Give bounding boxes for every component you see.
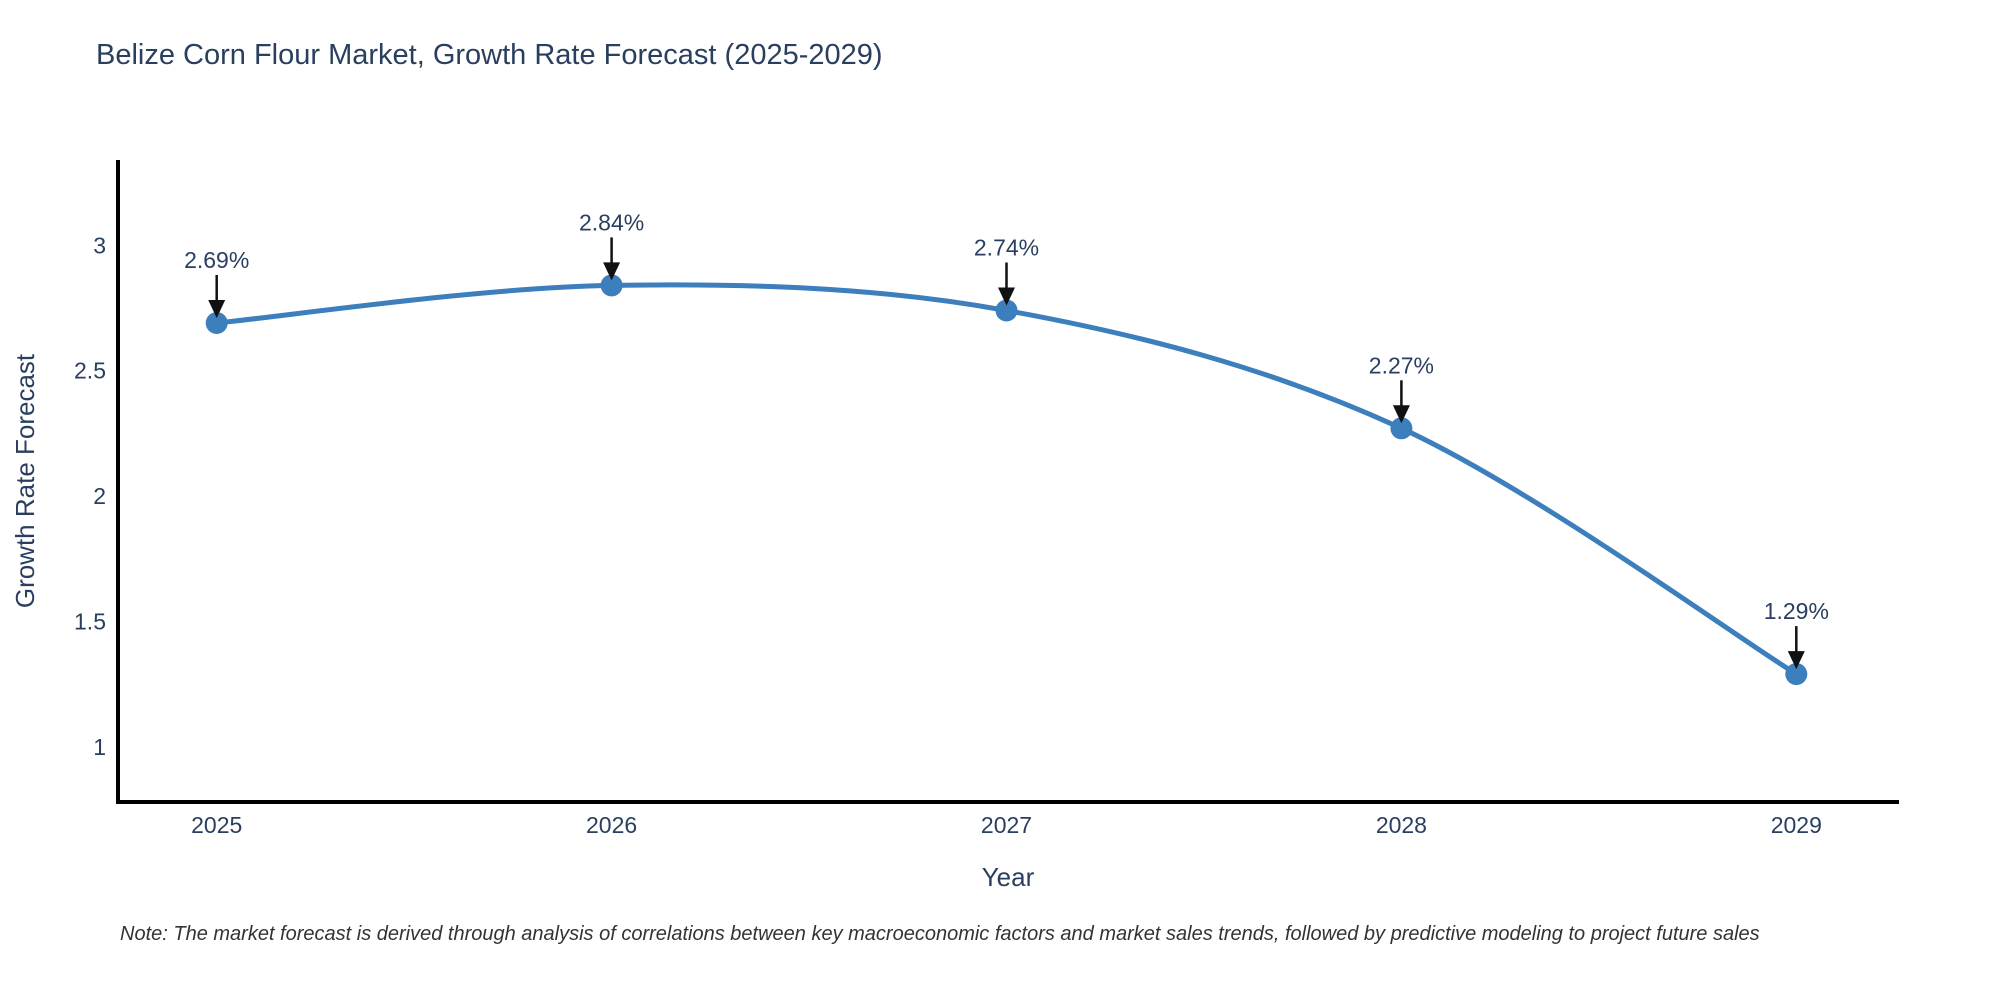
y-axis-title: Growth Rate Forecast — [10, 353, 40, 608]
annotation: 2.69% — [184, 247, 249, 318]
annotation: 2.27% — [1369, 352, 1434, 424]
annotation: 1.29% — [1764, 598, 1829, 670]
annotation-arrowhead — [998, 287, 1015, 306]
data-point-marker — [600, 274, 623, 297]
annotation-label: 2.27% — [1369, 352, 1434, 378]
y-tick-label: 2 — [93, 483, 106, 509]
annotation-label: 2.74% — [974, 235, 1039, 261]
series-line — [214, 282, 1799, 677]
x-tick-label: 2028 — [1376, 812, 1427, 838]
annotation: 2.74% — [974, 235, 1039, 306]
y-tick-label: 3 — [93, 232, 106, 258]
x-tick-label: 2029 — [1771, 812, 1822, 838]
data-point-marker — [995, 299, 1018, 322]
x-axis-title: Year — [982, 862, 1035, 892]
annotation-arrowhead — [1787, 651, 1805, 670]
x-tick-label: 2025 — [191, 812, 242, 838]
annotation: 2.84% — [579, 209, 644, 281]
footnote: Note: The market forecast is derived thr… — [120, 923, 1760, 945]
annotation-label: 1.29% — [1764, 598, 1829, 624]
y-axis-tick-labels: 3 2.5 2 1.5 1 — [74, 232, 106, 760]
data-point-annotations: 2.69% 2.84% 2.74% 2.27% 1.29% — [184, 209, 1829, 670]
data-point-marker — [1390, 417, 1413, 440]
data-point-marker — [1785, 663, 1808, 686]
annotation-label: 2.84% — [579, 209, 644, 235]
y-tick-label: 1 — [93, 734, 106, 760]
series-markers — [205, 274, 1808, 686]
x-axis-tick-labels: 2025 2026 2027 2028 2029 — [191, 812, 1822, 838]
y-tick-label: 2.5 — [74, 358, 106, 384]
chart-title: Belize Corn Flour Market, Growth Rate Fo… — [96, 39, 883, 71]
data-point-marker — [205, 312, 228, 334]
annotation-arrowhead — [603, 262, 621, 281]
x-tick-label: 2026 — [586, 812, 637, 838]
annotation-label: 2.69% — [184, 247, 249, 273]
annotation-arrowhead — [1392, 405, 1410, 424]
y-tick-label: 1.5 — [74, 608, 106, 634]
x-tick-label: 2027 — [981, 812, 1032, 838]
annotation-arrowhead — [208, 300, 226, 318]
